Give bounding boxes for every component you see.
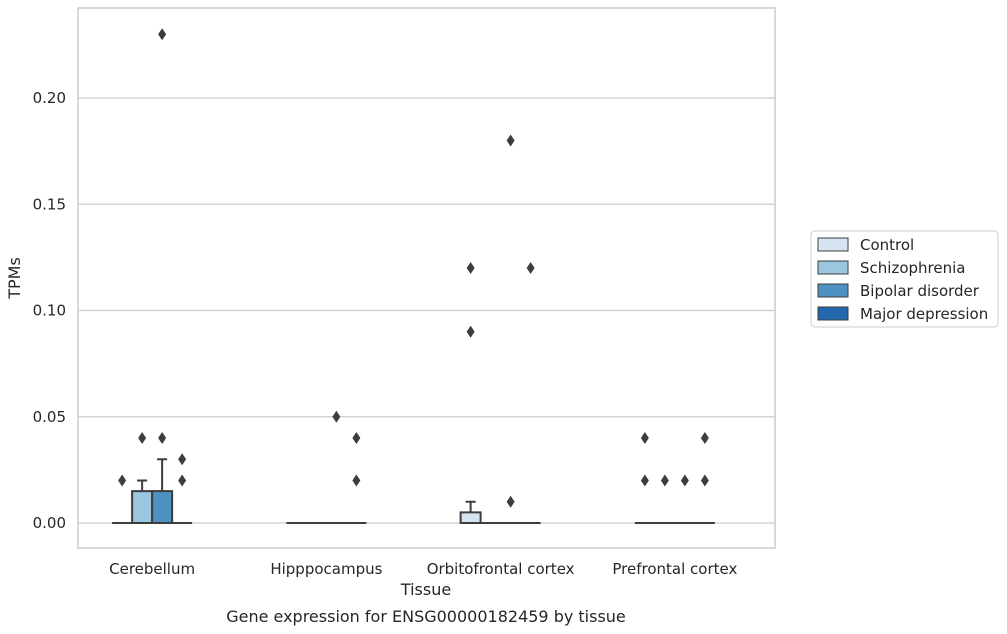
- y-tick-label: 0.15: [33, 195, 66, 213]
- box: [151, 458, 174, 524]
- outlier-point: [466, 325, 475, 338]
- outlier-point: [332, 410, 341, 423]
- outlier-point: [680, 474, 689, 487]
- legend: Control Schizophrenia Bipolar disorder Majo…: [810, 230, 999, 328]
- outlier-point: [640, 474, 649, 487]
- y-tick-label: 0.20: [33, 89, 66, 107]
- outlier-point: [178, 474, 187, 487]
- legend-label: Control: [860, 236, 914, 254]
- chart-caption: Gene expression for ENSG00000182459 by t…: [226, 607, 626, 626]
- x-tick-labels: Cerebellum Hipppocampus Orbitofrontal cort…: [109, 560, 737, 578]
- legend-frame: [810, 230, 999, 328]
- y-tick-labels: 0.00 0.05 0.10 0.15 0.20: [33, 89, 66, 532]
- x-tick-label: Orbitofrontal cortex: [427, 560, 575, 578]
- outlier-point: [352, 474, 361, 487]
- outlier-point: [526, 262, 535, 274]
- legend-swatch: [817, 237, 849, 252]
- x-tick-label: Hipppocampus: [270, 560, 382, 578]
- legend-label: Bipolar disorder: [860, 282, 980, 300]
- x-tick-label: Prefrontal cortex: [612, 560, 737, 578]
- boxes: [112, 458, 715, 524]
- box: [131, 479, 154, 524]
- outlier-point: [158, 432, 167, 444]
- outlier-point: [640, 432, 649, 444]
- legend-swatch: [817, 260, 849, 275]
- legend-swatch: [817, 306, 849, 321]
- outlier-point: [506, 495, 515, 508]
- y-tick-label: 0.05: [33, 408, 66, 426]
- outlier-points: [118, 28, 709, 508]
- y-tick-label: 0.00: [33, 514, 66, 532]
- legend-label: Major depression: [860, 305, 988, 323]
- box-body: [151, 490, 174, 524]
- x-axis-title: Tissue: [400, 580, 451, 599]
- box-body: [131, 490, 154, 524]
- box: [459, 500, 482, 524]
- x-tick-label: Cerebellum: [109, 560, 195, 578]
- plot-frame: [77, 7, 776, 549]
- y-tick-label: 0.10: [33, 302, 66, 320]
- outlier-point: [178, 453, 187, 466]
- outlier-point: [700, 432, 709, 444]
- outlier-point: [660, 474, 669, 487]
- outlier-point: [466, 262, 475, 274]
- outlier-point: [118, 474, 127, 487]
- legend-label: Schizophrenia: [860, 259, 965, 277]
- y-axis-title: TPMs: [5, 257, 24, 300]
- outlier-point: [352, 432, 361, 444]
- box-body: [459, 511, 482, 524]
- legend-swatch: [817, 283, 849, 298]
- outlier-point: [506, 134, 515, 147]
- outlier-point: [158, 28, 167, 41]
- outlier-point: [700, 474, 709, 487]
- outlier-point: [138, 432, 147, 444]
